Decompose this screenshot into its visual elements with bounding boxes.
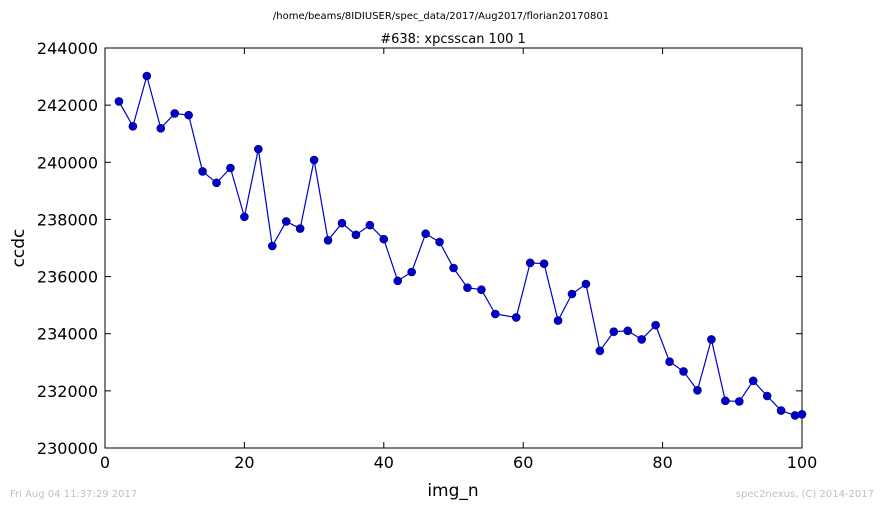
data-point (665, 357, 674, 367)
data-point (128, 121, 138, 131)
data-point (477, 285, 486, 295)
x-tick-label: 60 (513, 453, 533, 472)
y-axis: 230000 232000 234000 236000 238000 240000 2420… (37, 39, 802, 458)
data-point (581, 279, 591, 289)
data-point (226, 163, 235, 173)
data-point (267, 241, 277, 251)
data-point (734, 397, 744, 406)
y-tick-label: 232000 (37, 382, 98, 401)
y-tick-label: 242000 (37, 96, 98, 115)
data-point (762, 391, 772, 401)
x-tick-label: 40 (374, 453, 394, 472)
x-axis: 0 20 40 60 80 100 (100, 48, 817, 472)
data-point (609, 327, 619, 337)
data-point (351, 230, 361, 240)
data-point (323, 235, 333, 245)
data-point (790, 411, 800, 420)
data-point (435, 237, 444, 247)
plot-area (104, 47, 803, 449)
x-axis-label: img_n (427, 481, 478, 501)
data-point (721, 396, 730, 406)
data-point (748, 376, 758, 386)
data-point (511, 313, 521, 322)
data-point (776, 406, 786, 415)
data-point (281, 217, 291, 226)
data-point (407, 267, 416, 277)
chart-title: #638: xpcsscan 100 1 (380, 32, 526, 47)
data-point (623, 326, 633, 336)
data-point (595, 346, 605, 356)
data-point (337, 218, 347, 228)
data-point (525, 258, 535, 268)
y-tick-label: 236000 (37, 268, 98, 287)
y-tick-label: 244000 (37, 39, 98, 58)
footer-credit: spec2nexus, (C) 2014-2017 (735, 489, 874, 500)
data-point (254, 144, 263, 154)
data-point (365, 220, 375, 230)
x-tick-label: 80 (652, 453, 672, 472)
series-markers (114, 71, 807, 420)
footer-timestamp: Fri Aug 04 11:37:29 2017 (10, 489, 138, 500)
y-axis-label: ccdc (9, 229, 29, 268)
data-point (707, 335, 716, 344)
data-point (156, 123, 166, 133)
data-point (651, 320, 660, 330)
y-tick-label: 230000 (37, 439, 98, 458)
y-tick-label: 234000 (37, 325, 98, 344)
data-point (797, 409, 807, 419)
data-point (421, 229, 430, 239)
y-tick-label: 240000 (37, 153, 98, 172)
data-point (170, 109, 179, 118)
data-point (637, 335, 646, 344)
data-point (539, 259, 549, 269)
data-point (295, 224, 305, 233)
data-point (379, 234, 389, 244)
x-tick-label: 100 (787, 453, 818, 472)
data-point (463, 283, 472, 293)
data-point (693, 385, 702, 395)
x-tick-label: 20 (234, 453, 254, 472)
data-point (142, 71, 152, 81)
data-point (240, 212, 249, 222)
data-point (553, 316, 563, 325)
data-point (491, 309, 500, 319)
data-point (198, 167, 207, 176)
data-point (393, 276, 403, 286)
data-point (449, 263, 458, 273)
y-tick-label: 238000 (37, 210, 98, 229)
file-path-header: /home/beams/8IDIUSER/spec_data/2017/Aug2… (273, 11, 609, 22)
data-point (679, 367, 688, 376)
data-point (212, 178, 221, 188)
data-point (114, 97, 124, 106)
x-tick-label: 0 (100, 453, 110, 472)
data-point (567, 289, 577, 299)
data-point (184, 110, 193, 120)
data-point (309, 155, 319, 165)
